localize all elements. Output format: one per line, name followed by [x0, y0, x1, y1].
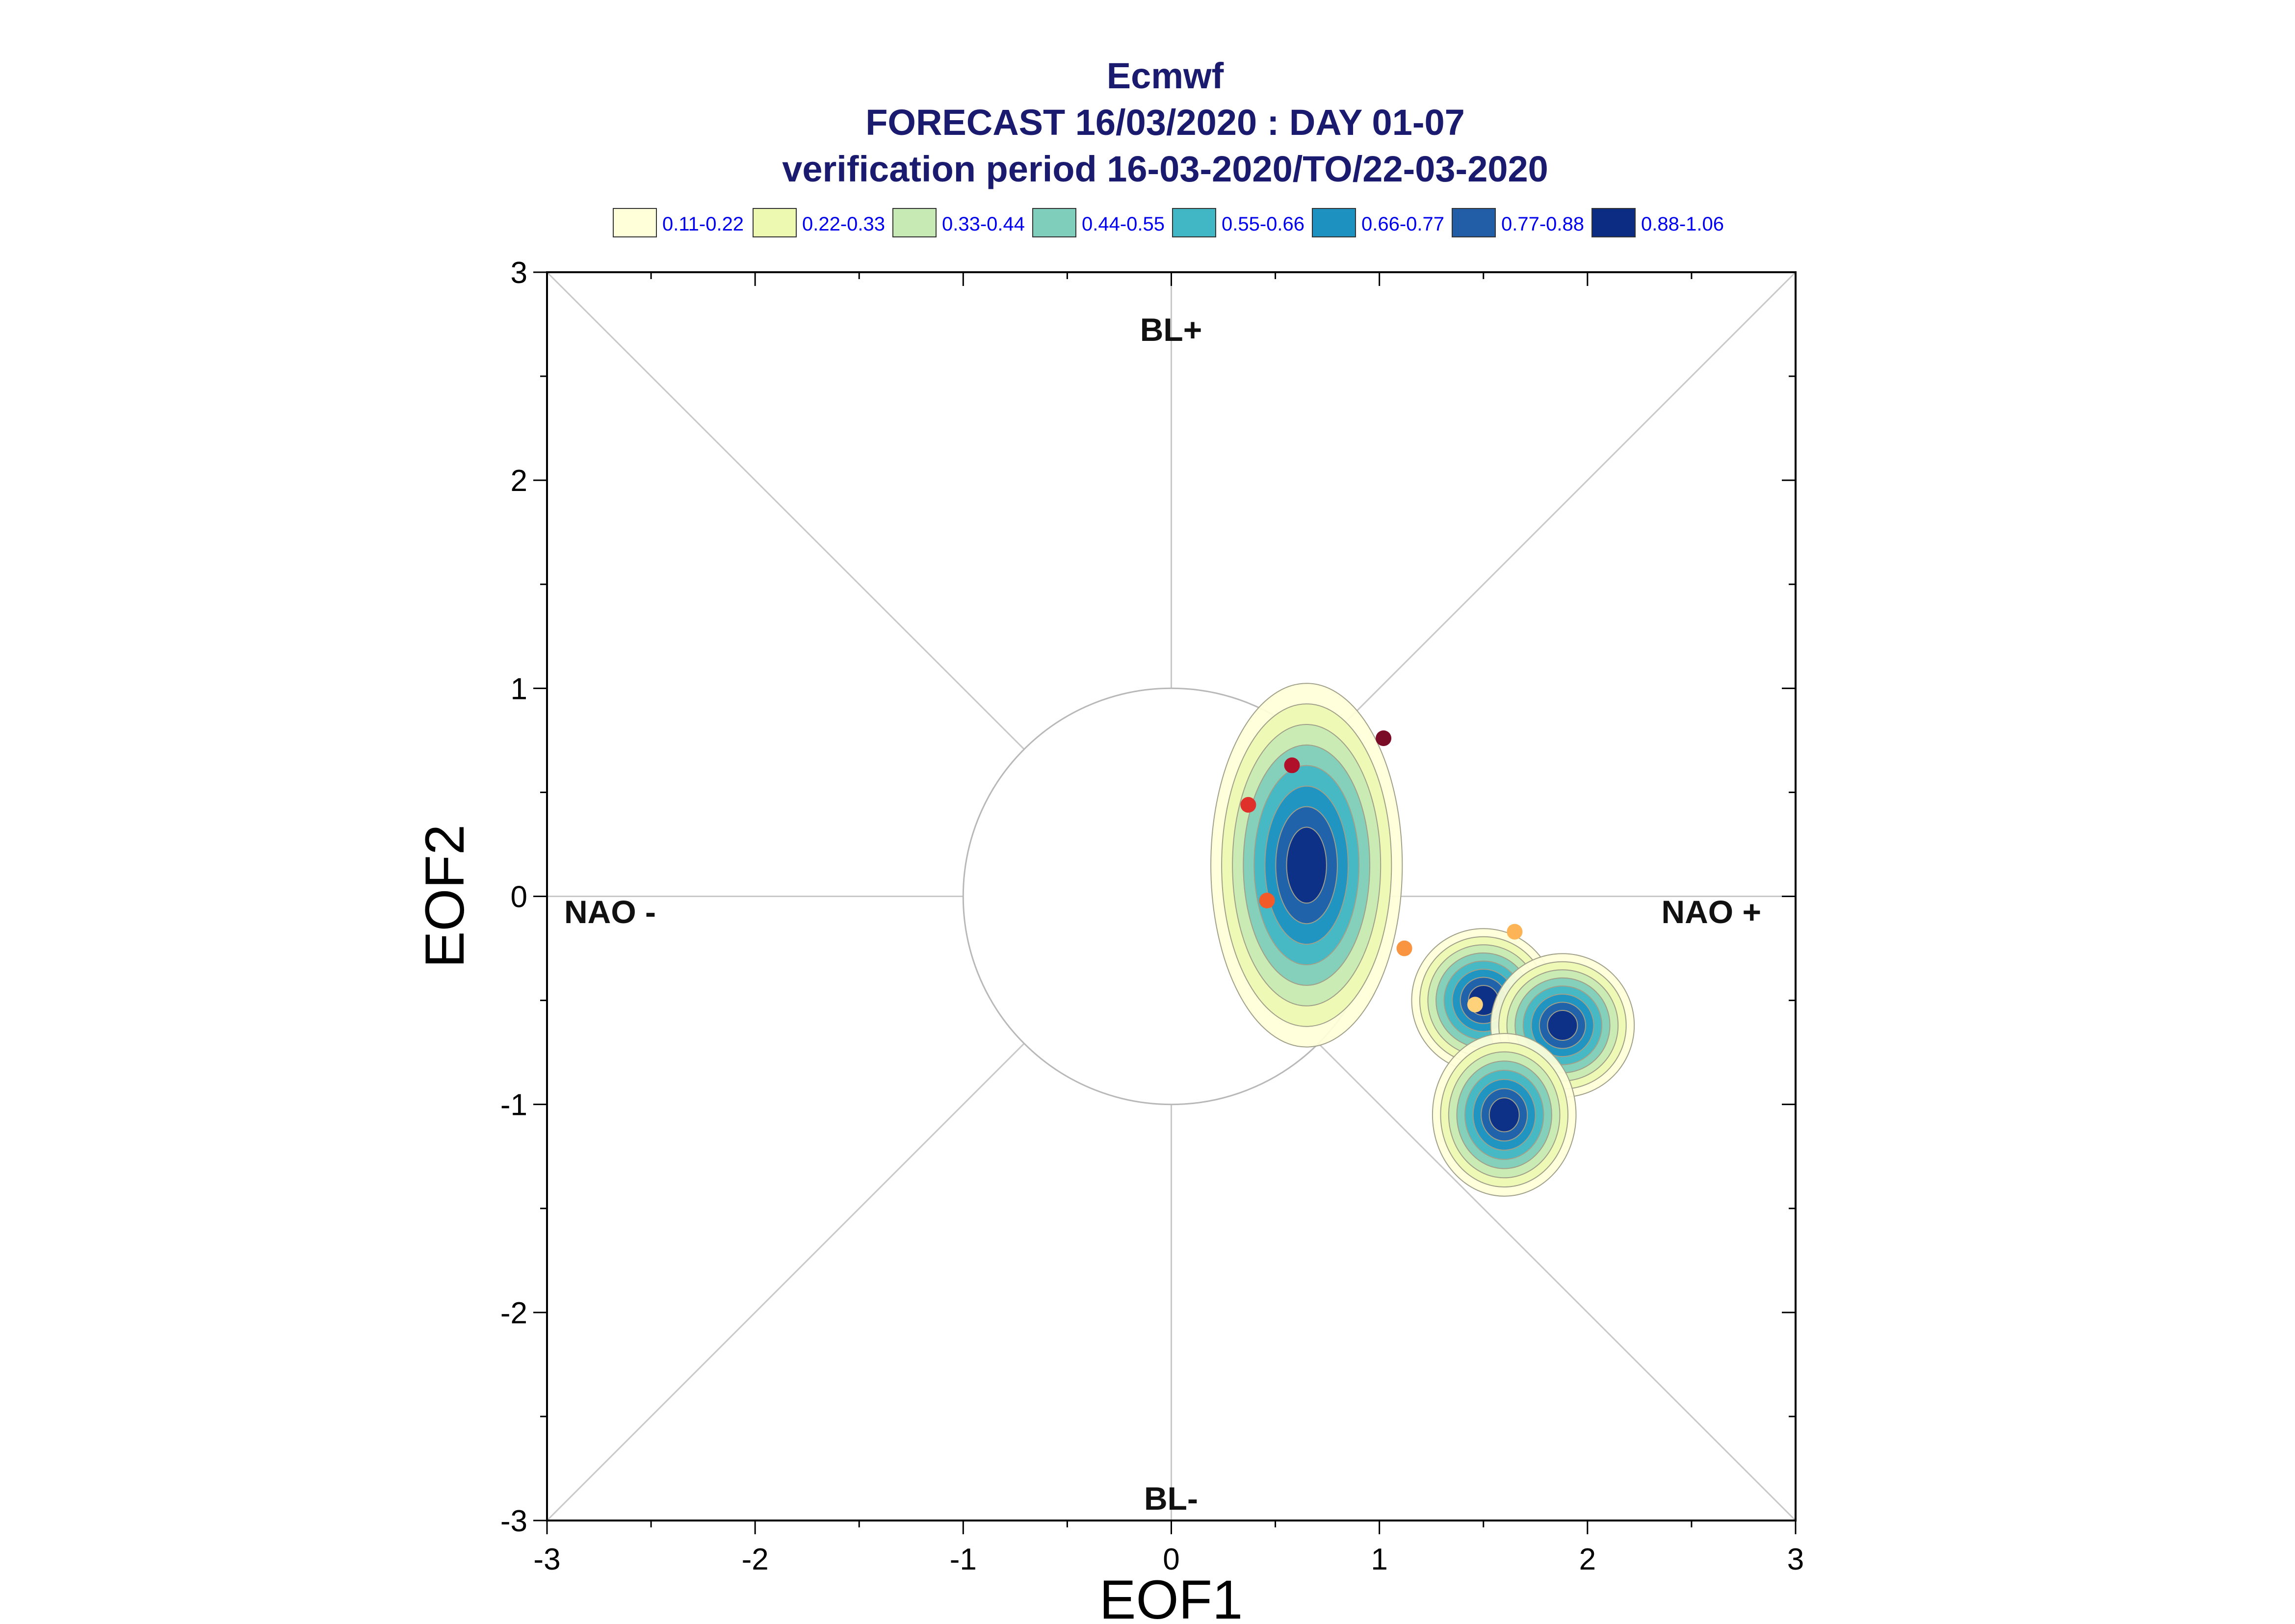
trajectory-point [1507, 924, 1523, 940]
density-contour [1286, 826, 1327, 904]
legend: 0.11-0.22 0.22-0.33 0.33-0.44 0.44-0.55 0.55… [613, 208, 1724, 237]
region-label-nao-minus: NAO - [564, 894, 656, 930]
y-tick-label: 0 [511, 880, 527, 914]
x-tick-label: -1 [950, 1543, 977, 1576]
density-contour [1547, 1010, 1578, 1041]
title-line-1: Ecmwf [1107, 55, 1224, 96]
y-tick-label: 1 [511, 672, 527, 706]
trajectory-point [1240, 797, 1256, 813]
x-axis-label: EOF1 [1099, 1569, 1243, 1624]
density-contour [1488, 1097, 1520, 1133]
legend-label: 0.33-0.44 [942, 213, 1025, 235]
chart-title: Ecmwf FORECAST 16/03/2020 : DAY 01-07 ve… [782, 55, 1548, 189]
region-label-bl-plus: BL+ [1140, 311, 1202, 348]
legend-swatch [1312, 208, 1356, 237]
trajectory-point [1259, 893, 1275, 908]
legend-label: 0.22-0.33 [802, 213, 885, 235]
density-contours [1210, 683, 1635, 1197]
y-tick-label: 3 [511, 256, 527, 290]
title-line-3: verification period 16-03-2020/TO/22-03-… [782, 149, 1548, 189]
y-axis-label: EOF2 [414, 825, 475, 968]
region-label-bl-minus: BL- [1144, 1480, 1198, 1517]
legend-label: 0.44-0.55 [1082, 213, 1165, 235]
x-tick-label: 0 [1163, 1543, 1179, 1576]
legend-label: 0.66-0.77 [1361, 213, 1444, 235]
legend-swatch [1452, 208, 1496, 237]
legend-swatch [1172, 208, 1216, 237]
x-tick-label: 3 [1787, 1543, 1804, 1576]
legend-label: 0.55-0.66 [1222, 213, 1304, 235]
trajectory-point [1396, 940, 1412, 956]
legend-swatch [1591, 208, 1636, 237]
legend-swatch [753, 208, 797, 237]
x-tick-label: -3 [533, 1543, 560, 1576]
y-tick-label: -2 [500, 1296, 527, 1330]
x-tick-label: 2 [1579, 1543, 1596, 1576]
trajectory-points [1240, 730, 1523, 1013]
x-tick-label: -2 [742, 1543, 769, 1576]
legend-swatch [613, 208, 657, 237]
region-label-nao-plus: NAO + [1661, 894, 1761, 930]
legend-label: 0.88-1.06 [1641, 213, 1724, 235]
plot-area: -3 -2 -1 0 1 2 3 -3 -2 -1 0 1 2 3 BL+ BL- NAO - NAO + [500, 256, 1804, 1576]
legend-swatch [892, 208, 937, 237]
legend-label: 0.11-0.22 [662, 213, 744, 235]
trajectory-point [1284, 757, 1300, 773]
trajectory-point [1376, 730, 1392, 747]
legend-swatch [1032, 208, 1076, 237]
y-tick-label: -3 [500, 1504, 527, 1538]
axis-ticks: -3 -2 -1 0 1 2 3 -3 -2 -1 0 1 2 3 [500, 256, 1804, 1576]
title-line-2: FORECAST 16/03/2020 : DAY 01-07 [865, 102, 1465, 143]
legend-label: 0.77-0.88 [1501, 213, 1584, 235]
y-tick-label: -1 [500, 1088, 527, 1122]
x-tick-label: 1 [1371, 1543, 1387, 1576]
trajectory-point [1467, 997, 1483, 1013]
y-tick-label: 2 [511, 464, 527, 498]
